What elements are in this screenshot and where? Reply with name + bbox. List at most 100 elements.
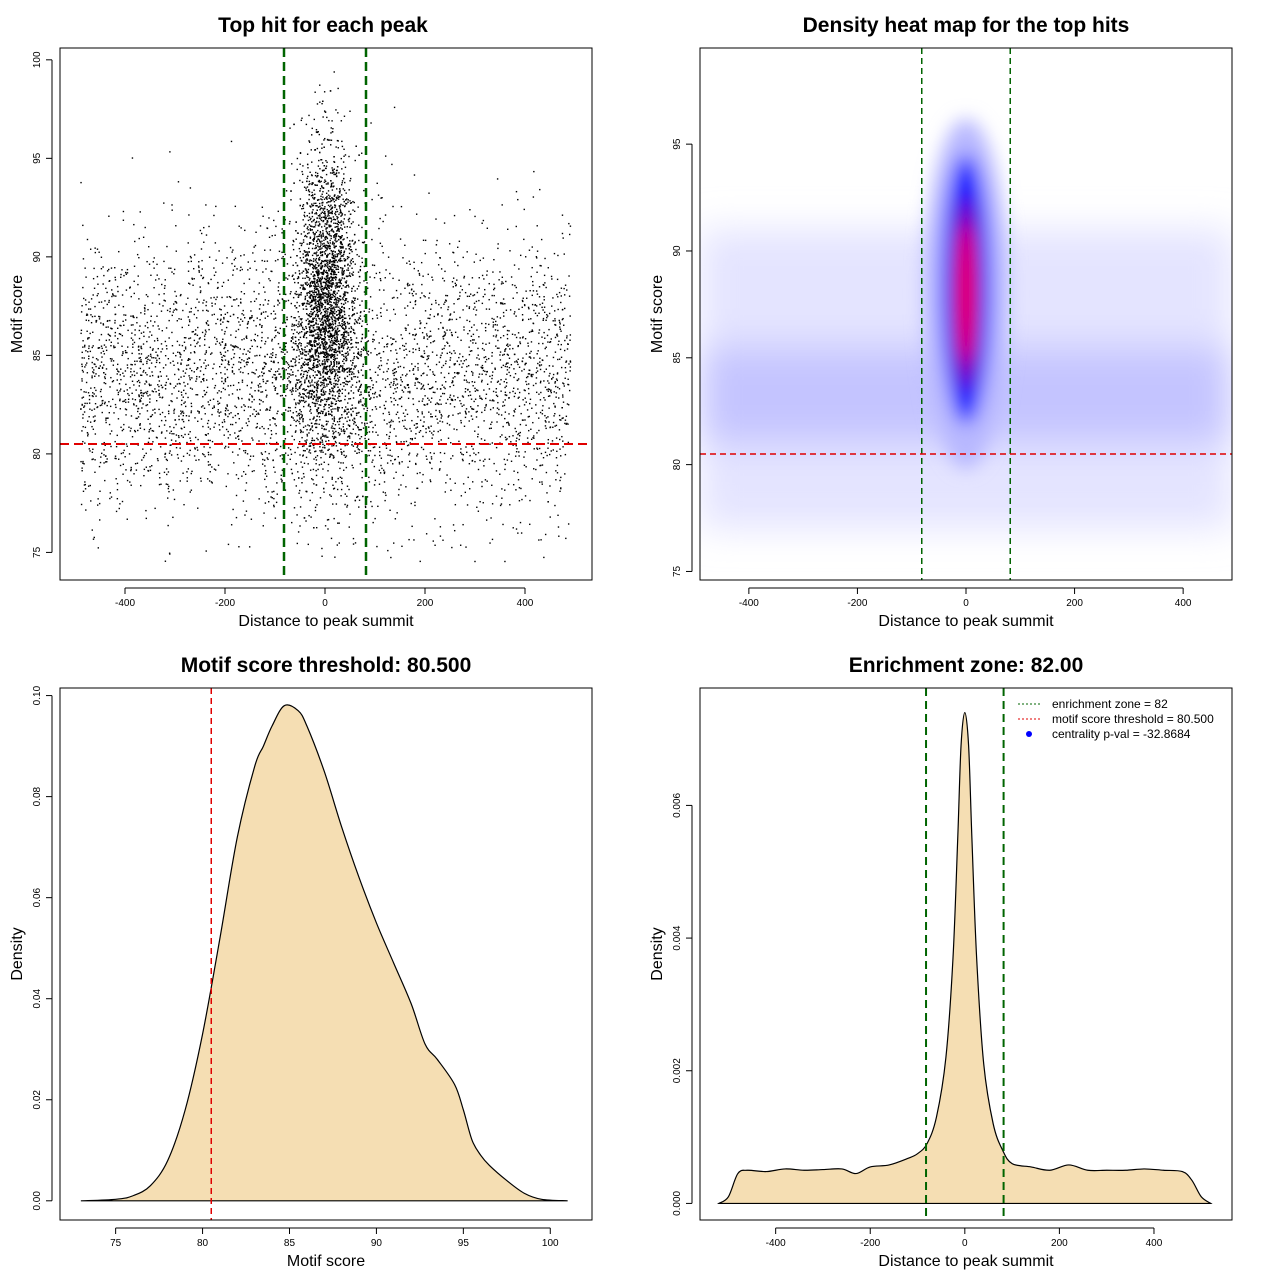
scatter-point [388,421,390,424]
scatter-point [567,523,570,525]
scatter-point [562,417,564,419]
scatter-point [247,464,250,467]
scatter-point [333,487,336,490]
scatter-point [223,382,225,385]
scatter-point [133,292,135,295]
scatter-point [239,429,242,432]
scatter-point [518,438,520,441]
scatter-point [198,412,200,414]
scatter-point [491,538,494,541]
scatter-point [480,381,483,383]
scatter-point [544,282,546,284]
scatter-point [401,337,404,340]
scatter-point [424,362,426,365]
scatter-point [359,269,361,271]
scatter-point [164,560,167,562]
scatter-point [261,463,264,465]
scatter-point [169,450,171,452]
scatter-point [127,329,129,332]
scatter-point [268,501,270,503]
scatter-point [266,457,268,459]
scatter-point [438,361,441,363]
scatter-point [189,367,191,370]
scatter-point [502,405,504,407]
scatter-point [87,337,89,339]
scatter-point [519,431,522,434]
scatter-point [535,412,538,414]
scatter-point [422,373,424,375]
scatter-point [367,354,370,356]
scatter-point [505,309,508,311]
scatter-point [91,346,93,349]
scatter-point [529,523,531,526]
scatter-point [206,386,209,389]
scatter-point [284,293,287,296]
scatter-point [133,223,135,226]
scatter-point [218,402,221,404]
scatter-point [541,409,544,412]
scatter-point [517,363,519,366]
scatter-point [340,215,342,217]
scatter-point [418,381,421,384]
scatter-point [414,384,416,386]
scatter-point [407,391,409,393]
scatter-point [260,313,263,315]
scatter-point [549,426,552,428]
scatter-point [130,315,132,317]
scatter-point [285,349,287,351]
scatter-point [97,498,99,500]
scatter-point [178,418,180,421]
scatter-point [468,346,470,348]
scatter-point [232,313,235,316]
scatter-point [518,432,520,435]
scatter-point [528,392,530,395]
scatter-point [148,246,150,248]
scatter-point [279,293,281,295]
scatter-point [417,362,419,365]
scatter-point [183,402,185,404]
scatter-point [356,357,359,359]
scatter-point [477,468,480,471]
scatter-point [547,438,550,441]
scatter-point [432,371,434,373]
scatter-point [556,373,559,375]
scatter-point [336,488,339,491]
scatter-point [468,420,470,422]
scatter-point [481,274,484,277]
scatter-point [302,349,304,351]
scatter-point [329,397,332,399]
scatter-point [331,445,333,447]
scatter-point [146,404,149,406]
scatter-point [168,452,171,454]
scatter-point [442,335,444,338]
scatter-point [179,480,181,482]
scatter-point [528,429,530,432]
scatter-point [551,378,553,380]
scatter-point [514,392,516,395]
scatter-point [114,403,117,406]
scatter-point [249,455,252,457]
scatter-point [222,321,224,323]
scatter-point [251,396,254,398]
scatter-point [158,361,161,364]
scatter-point [275,432,277,435]
scatter-point [173,412,175,414]
scatter-point [261,391,264,393]
scatter-point [294,451,296,454]
scatter-point [122,351,124,353]
scatter-point [516,361,518,363]
scatter-point [476,506,478,508]
scatter-point [422,384,425,387]
scatter-point [342,423,345,425]
scatter-point [264,478,266,481]
scatter-point [492,321,494,323]
scatter-point [266,227,269,230]
scatter-point [311,389,313,392]
scatter-point [428,411,430,413]
scatter-point [251,345,253,348]
scatter-point [81,363,83,365]
scatter-point [328,284,330,287]
scatter-point [342,354,344,356]
scatter-point [324,398,326,400]
scatter-point [201,259,203,262]
